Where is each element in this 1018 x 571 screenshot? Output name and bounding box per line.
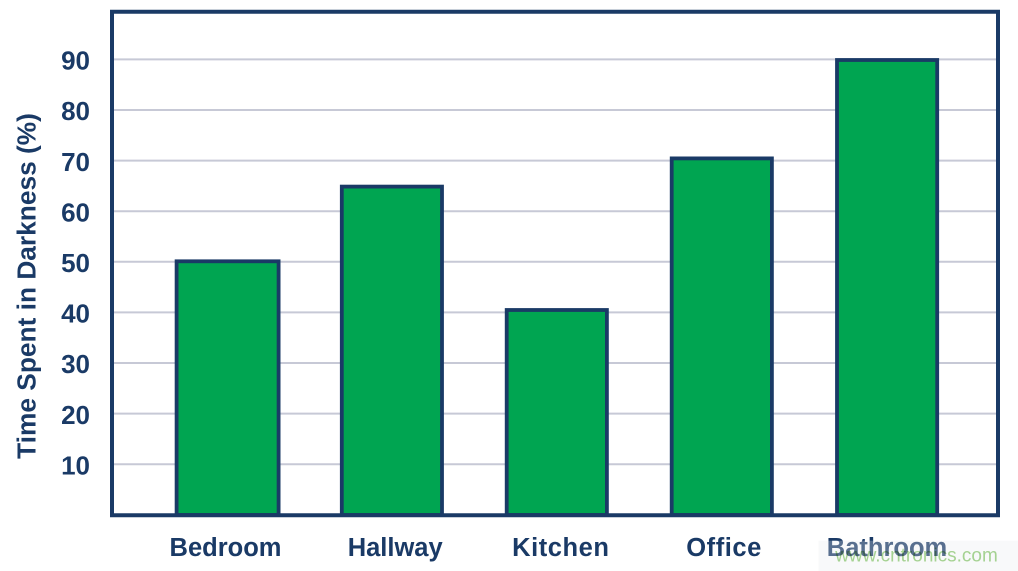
svg-text:10: 10 — [61, 450, 90, 480]
svg-text:20: 20 — [61, 400, 90, 430]
svg-text:50: 50 — [61, 248, 90, 278]
svg-text:Office: Office — [686, 534, 762, 562]
svg-text:Time Spent in Darkness (%): Time Spent in Darkness (%) — [11, 113, 41, 459]
svg-text:Bedroom: Bedroom — [170, 534, 282, 562]
svg-text:80: 80 — [61, 96, 90, 126]
svg-text:90: 90 — [61, 46, 90, 76]
svg-text:70: 70 — [61, 147, 90, 177]
svg-text:www.cntronics.com: www.cntronics.com — [834, 546, 998, 567]
svg-text:30: 30 — [61, 349, 90, 379]
svg-text:Hallway: Hallway — [348, 534, 444, 562]
svg-text:40: 40 — [61, 299, 90, 329]
svg-text:Kitchen: Kitchen — [512, 534, 609, 562]
svg-text:Bathroom: Bathroom — [827, 534, 947, 562]
svg-text:60: 60 — [61, 197, 90, 227]
